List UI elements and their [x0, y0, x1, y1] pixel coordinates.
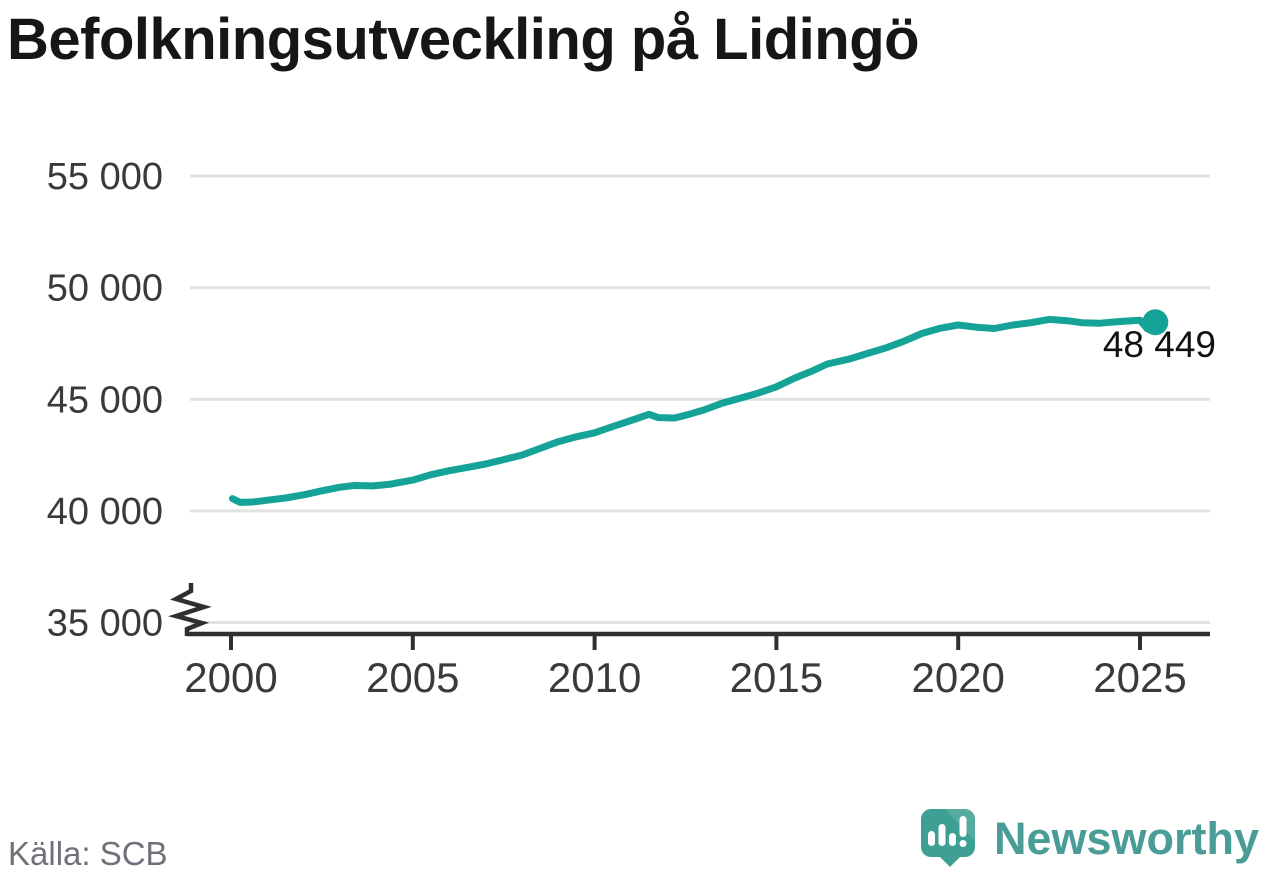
y-axis-tick-label: 55 000: [47, 156, 163, 198]
x-axis-tick-label: 2025: [1093, 654, 1186, 701]
y-axis-break-icon: [168, 583, 212, 636]
y-axis-tick-label: 40 000: [47, 491, 163, 533]
y-gridline-group: 45 000: [47, 379, 1210, 421]
x-tick-group: 2010: [548, 636, 641, 701]
source-note: Källa: SCB: [8, 835, 168, 872]
newsworthy-speech-bubble-chart-icon: [920, 809, 975, 867]
y-gridline-group: 40 000: [47, 491, 1210, 533]
y-axis-tick-label: 50 000: [47, 268, 163, 310]
x-tick-group: 2005: [366, 636, 460, 701]
y-gridline-group: 35 000: [47, 603, 1210, 645]
newsworthy-logo: Newsworthy: [920, 807, 1259, 869]
y-axis-tick-label: 35 000: [47, 603, 163, 645]
y-gridline-group: 50 000: [47, 268, 1210, 310]
y-gridline-group: 55 000: [47, 156, 1210, 198]
x-axis-tick-label: 2010: [548, 654, 641, 701]
x-tick-group: 2000: [184, 636, 278, 701]
x-tick-group: 2020: [911, 636, 1005, 701]
x-axis-tick-label: 2000: [184, 654, 277, 701]
y-axis-tick-label: 45 000: [47, 379, 163, 421]
x-tick-group: 2015: [730, 636, 823, 701]
end-value-label: 48 449: [1103, 324, 1216, 365]
x-axis-tick-label: 2015: [730, 654, 823, 701]
series-end-dot: [1142, 309, 1169, 336]
x-tick-group: 2025: [1093, 636, 1187, 701]
page-title: Befolkningsutveckling på Lidingö: [7, 7, 920, 72]
newsworthy-wordmark: Newsworthy: [993, 812, 1259, 864]
x-axis-tick-label: 2005: [366, 654, 459, 701]
population-series-line: [229, 315, 1159, 506]
x-axis-tick-label: 2020: [911, 654, 1004, 701]
